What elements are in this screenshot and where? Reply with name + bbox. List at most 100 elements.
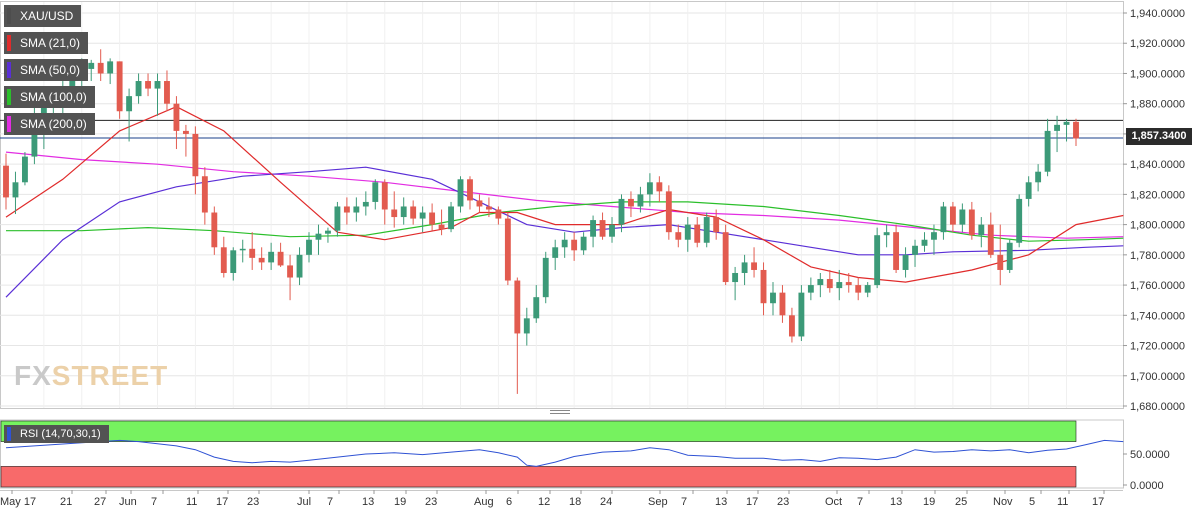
candle-up: [959, 209, 966, 225]
candle-up: [874, 235, 881, 286]
rsi-tick-label: 50.0000: [1130, 449, 1170, 461]
y-tick-label: 1,760.0000: [1130, 280, 1185, 292]
candle-down: [751, 262, 757, 270]
legend-label: SMA (21,0): [20, 36, 81, 50]
candle-up: [542, 257, 549, 298]
candle-down: [116, 61, 123, 112]
candle-down: [485, 206, 492, 210]
candle-down: [429, 212, 436, 225]
x-tick-label: 11: [186, 496, 197, 508]
candle-up: [400, 206, 407, 218]
candle-down: [675, 232, 682, 240]
candle-up: [684, 224, 691, 240]
candle-up: [1044, 130, 1051, 172]
x-tick-label: 5: [1029, 496, 1035, 508]
candle-down: [182, 130, 189, 134]
candle-down: [145, 81, 151, 89]
candle-up: [239, 248, 246, 251]
candle-up: [325, 230, 331, 234]
candle-up: [931, 232, 937, 240]
legend-label: SMA (50,0): [20, 63, 81, 77]
candle-up: [1063, 121, 1070, 125]
candle-down: [391, 209, 398, 218]
candle-up: [552, 247, 559, 258]
x-tick-label: 7: [681, 496, 687, 508]
candle-down: [173, 103, 180, 131]
sma200-line: [5, 151, 1124, 239]
legend-label: SMA (100,0): [20, 90, 87, 104]
candle-up: [836, 282, 843, 289]
candle-down: [893, 232, 900, 270]
candle-up: [798, 292, 805, 337]
candle-down: [760, 269, 767, 304]
y-tick-label: 1,720.0000: [1130, 341, 1185, 353]
candle-up: [523, 318, 530, 334]
candle-up: [362, 201, 369, 207]
candle-up: [31, 126, 38, 157]
x-tick-label: 7: [151, 496, 157, 508]
legend-swatch: [7, 62, 11, 78]
candle-up: [372, 182, 379, 202]
candle-up: [921, 239, 928, 246]
candle-down: [571, 239, 578, 251]
candle-up: [1054, 124, 1060, 131]
candle-down: [713, 217, 720, 233]
rsi-legend[interactable]: RSI (14,70,30,1): [4, 425, 109, 443]
rsi-swatch: [7, 427, 11, 441]
candle-up: [296, 254, 303, 278]
rsi-overbought-zone: [0, 420, 1077, 442]
x-tick-label: 13: [890, 496, 902, 508]
legend-sma50[interactable]: SMA (50,0): [4, 59, 89, 81]
candle-down: [855, 285, 862, 293]
x-tick-label: Sep: [648, 496, 668, 508]
candle-down: [343, 206, 350, 213]
candle-up: [135, 81, 142, 97]
candle-up: [940, 206, 947, 233]
y-tick-label: 1,880.0000: [1130, 99, 1185, 111]
candle-up: [268, 251, 275, 263]
candle-down: [164, 81, 170, 104]
candle-down: [826, 279, 833, 289]
x-tick-label: 23: [425, 496, 437, 508]
x-tick-label: 11: [1057, 496, 1068, 508]
x-tick-label: 23: [247, 496, 259, 508]
y-tick-label: 1,820.0000: [1130, 189, 1185, 201]
legend-swatch: [7, 89, 11, 105]
candle-down: [495, 209, 502, 219]
candle-down: [476, 200, 483, 207]
legend-sma21[interactable]: SMA (21,0): [4, 32, 89, 54]
candle-down: [192, 133, 199, 177]
candle-up: [126, 96, 133, 112]
candle-up: [12, 182, 19, 198]
candle-up: [88, 62, 95, 69]
candle-down: [845, 282, 852, 286]
candle-up: [703, 217, 710, 243]
candle-down: [694, 224, 701, 243]
x-tick-label: 27: [94, 496, 106, 508]
x-tick-label: 7: [327, 496, 333, 508]
legend-sma200[interactable]: SMA (200,0): [4, 113, 95, 135]
x-tick-label: Oct: [825, 496, 842, 508]
x-tick-label: 21: [60, 496, 72, 508]
candle-up: [533, 297, 540, 319]
rsi-line: [5, 439, 1124, 467]
candle-up: [457, 179, 464, 207]
legend-label: SMA (200,0): [20, 117, 87, 131]
legend-xauusd[interactable]: XAU/USD: [4, 5, 82, 27]
last-price-tag: 1,857.3400: [1126, 128, 1192, 145]
y-tick-label: 1,900.0000: [1130, 68, 1185, 80]
candle-down: [287, 265, 294, 278]
y-tick-label: 1,700.0000: [1130, 371, 1185, 383]
candle-up: [1016, 198, 1023, 243]
x-tick-label: May 17: [0, 496, 36, 508]
candle-down: [3, 165, 9, 198]
candle-up: [107, 61, 114, 74]
legend-sma100[interactable]: SMA (100,0): [4, 86, 95, 108]
candle-up: [864, 285, 871, 293]
x-tick-label: 12: [538, 496, 550, 508]
candle-down: [788, 315, 795, 337]
candle-up: [883, 232, 890, 236]
candle-down: [997, 254, 1004, 270]
y-tick-label: 1,680.0000: [1130, 401, 1185, 413]
